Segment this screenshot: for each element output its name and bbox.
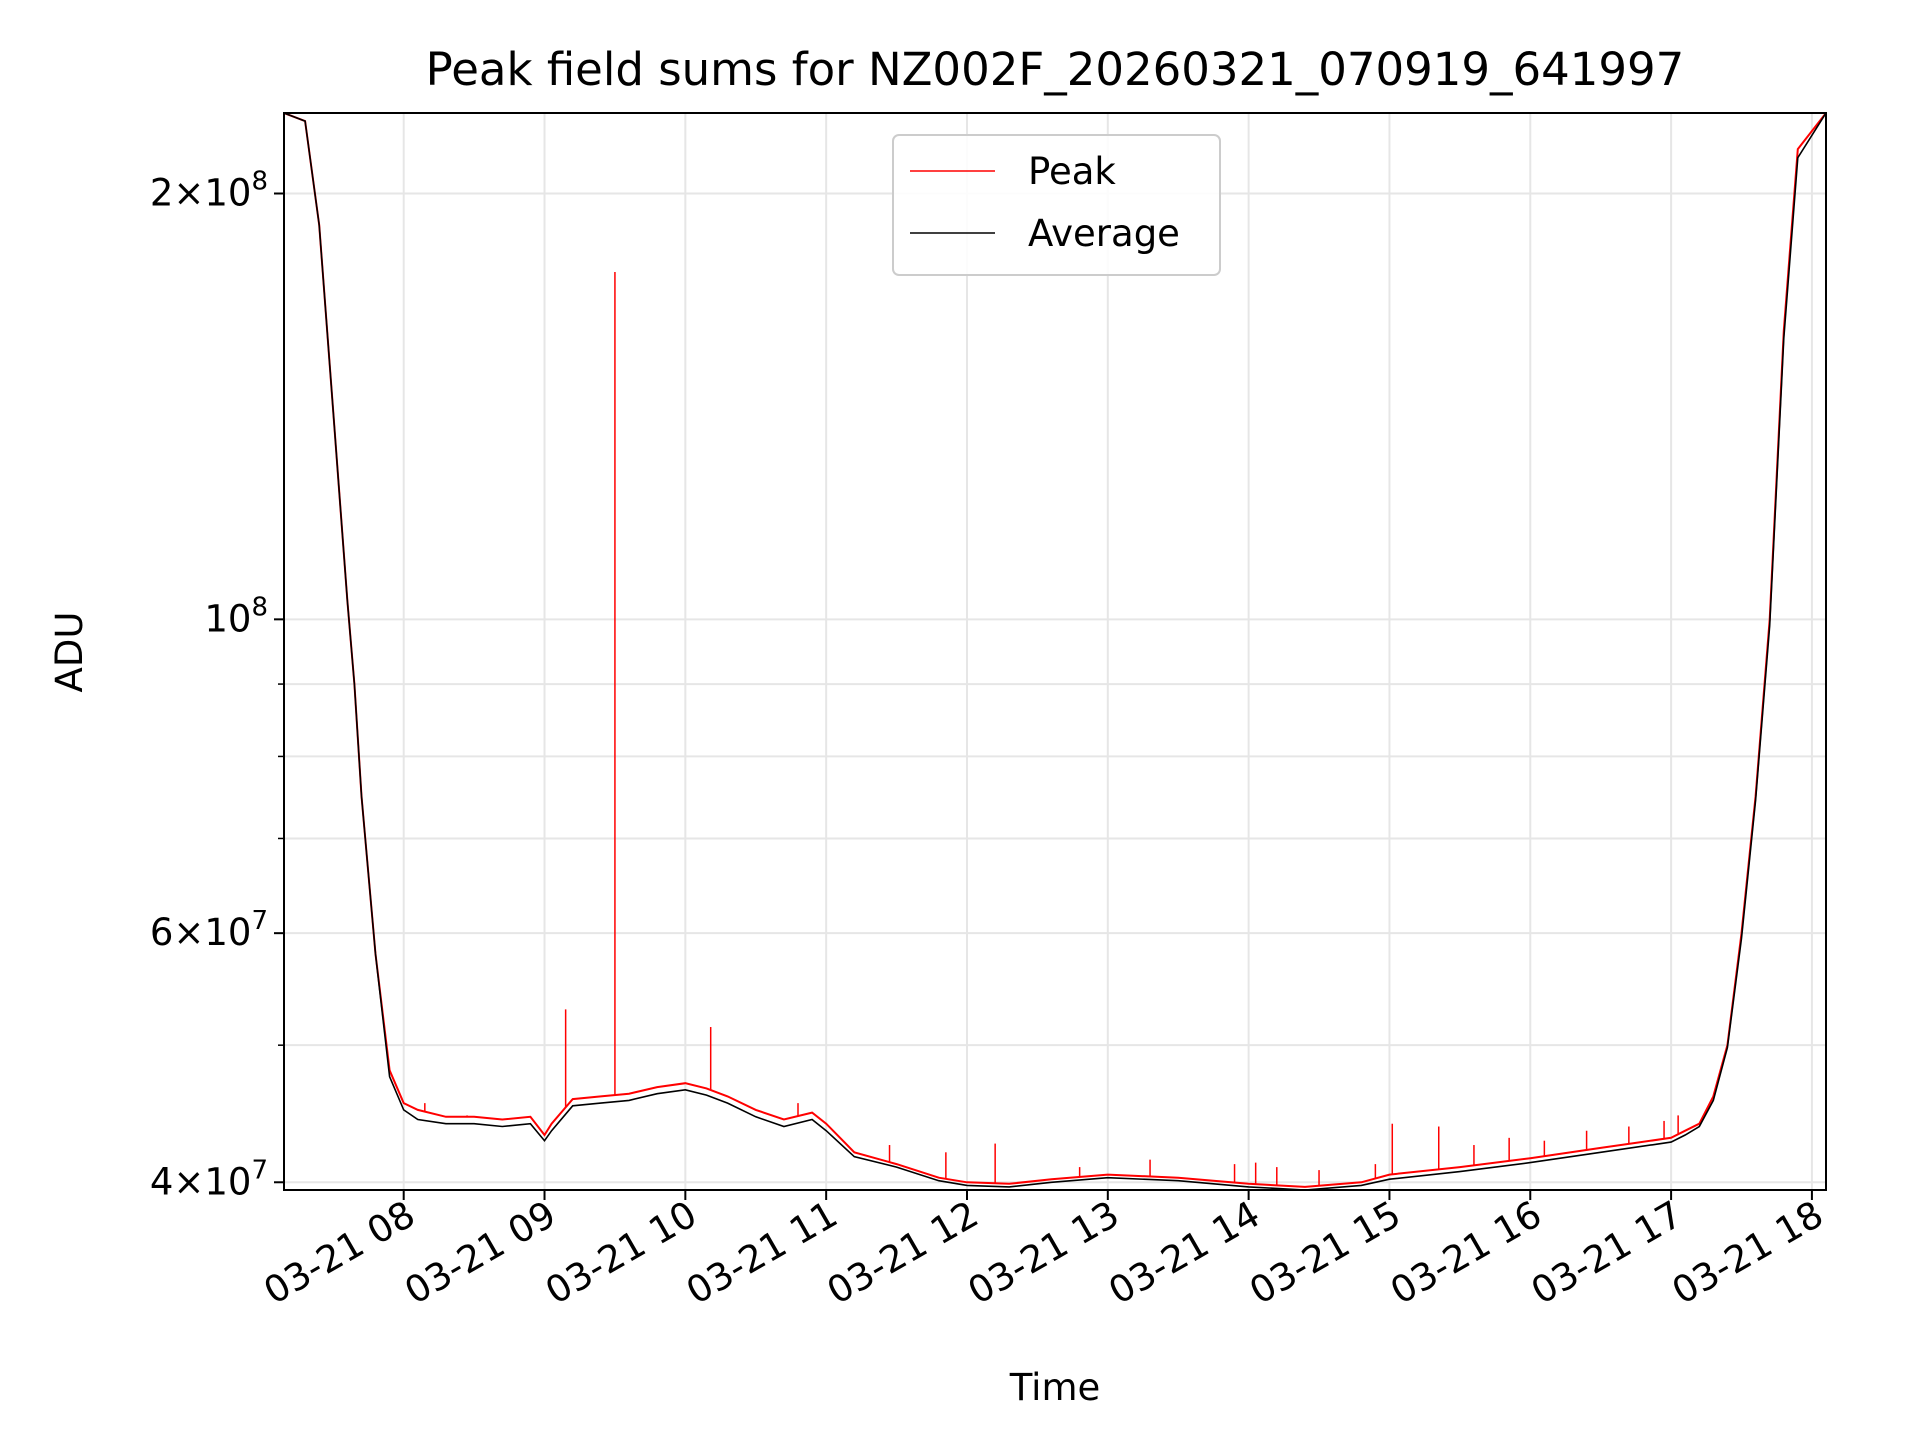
series-layer bbox=[284, 113, 1826, 1190]
plot-frame bbox=[283, 112, 1827, 1191]
series-average-line bbox=[284, 113, 1826, 1190]
plot-area bbox=[283, 112, 1827, 1191]
y-tick-label: 108 bbox=[204, 592, 268, 640]
legend-average-label: Average bbox=[1028, 212, 1180, 255]
y-tick-label: 2×108 bbox=[150, 166, 268, 214]
series-peak-line bbox=[284, 113, 1826, 1188]
legend-peak-label: Peak bbox=[1028, 150, 1116, 193]
chart-title: Peak field sums for NZ002F_20260321_0709… bbox=[426, 43, 1685, 96]
x-axis-label: Time bbox=[1009, 1366, 1101, 1409]
y-axis-label: ADU bbox=[48, 612, 91, 693]
y-axis: 4×107 6×107 108 2×108 bbox=[150, 166, 284, 1203]
grid bbox=[284, 113, 1826, 1190]
y-tick-label: 4×107 bbox=[150, 1155, 268, 1203]
y-tick-label: 6×107 bbox=[150, 906, 268, 954]
legend: Peak Average bbox=[892, 134, 1221, 276]
legend-box bbox=[892, 134, 1221, 276]
